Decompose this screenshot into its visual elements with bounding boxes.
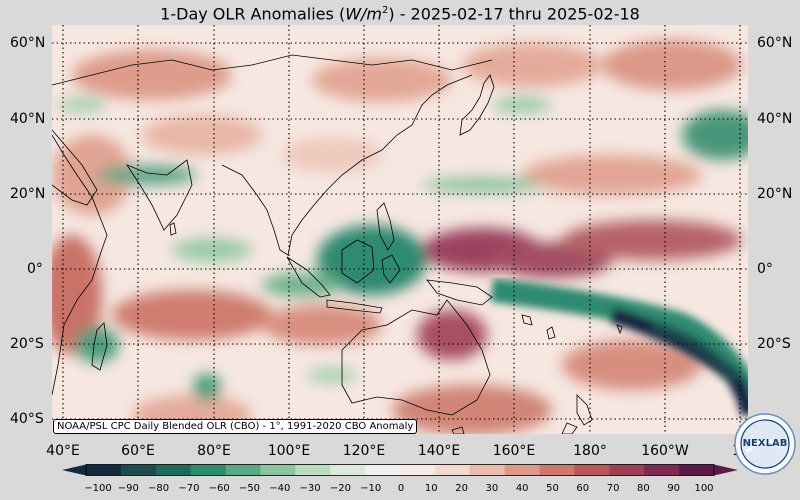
title-suffix: ) - 2025-02-17 thru 2025-02-18 — [388, 4, 640, 24]
colorbar-tick-label: −20 — [329, 483, 351, 494]
colorbar-cell — [644, 464, 680, 476]
lon-label-60e: 60°E — [121, 443, 155, 459]
lat-label-left-60n: 60°N — [10, 35, 46, 51]
colorbar-tick-label: −70 — [178, 483, 200, 494]
colorbar-cell — [539, 464, 575, 476]
colorbar-cell — [295, 464, 331, 476]
colorbar — [62, 464, 738, 476]
coastlines — [52, 54, 623, 434]
lon-label-180: 180° — [573, 443, 607, 459]
colorbar-tick-label: −100 — [84, 483, 112, 494]
lat-label-left-20n: 20°N — [10, 186, 46, 202]
lon-label-40e: 40°E — [46, 443, 80, 459]
lat-label-right-40n: 40°N — [757, 111, 793, 127]
olr-anomaly-map — [52, 25, 748, 434]
colorbar-cell — [120, 464, 157, 476]
colorbar-tick-label: −10 — [360, 483, 382, 494]
colorbar-tick-label: −30 — [299, 483, 321, 494]
lat-label-right-20s: 20°S — [757, 336, 791, 352]
colorbar-tick-label: 100 — [694, 483, 714, 494]
lon-label-160w: 160°W — [641, 443, 689, 459]
colorbar-tick-label: 80 — [637, 483, 650, 494]
logo-text: NEXLAB — [743, 438, 788, 449]
colorbar-cell — [330, 464, 366, 476]
data-source-credit: NOAA/PSL CPC Daily Blended OLR (CBO) - 1… — [53, 419, 418, 434]
lon-label-120e: 120°E — [342, 443, 386, 459]
lon-label-160e: 160°E — [492, 443, 536, 459]
lat-label-right-eq: 0° — [757, 261, 773, 277]
lat-label-left-40s: 40°S — [10, 411, 44, 427]
map-title: 1-Day OLR Anomalies (W/m2) - 2025-02-17 … — [0, 0, 800, 25]
colorbar-tick-label: −90 — [117, 483, 139, 494]
colorbar-cell — [469, 464, 506, 476]
colorbar-tick-label: 90 — [667, 483, 681, 494]
title-unit-exponent: 2 — [381, 5, 389, 16]
colorbar-tick-label: −80 — [148, 483, 170, 494]
colorbar-cell — [434, 464, 471, 476]
colorbar-cell — [225, 464, 261, 476]
colorbar-tick-label: 60 — [576, 483, 590, 494]
nexlab-logo-icon: NEXLAB — [734, 413, 796, 475]
colorbar-tick-label: 30 — [485, 483, 499, 494]
colorbar-tick-label: 40 — [515, 483, 529, 494]
colorbar-cell — [260, 464, 296, 476]
lat-label-left-40n: 40°N — [10, 111, 46, 127]
colorbar-cell — [679, 464, 715, 476]
lon-label-100e: 100°E — [267, 443, 311, 459]
colorbar-cell — [190, 464, 227, 476]
anomaly-field — [52, 40, 748, 434]
lat-label-right-60n: 60°N — [757, 35, 793, 51]
colorbar-tick-label: 10 — [424, 483, 438, 494]
colorbar-tick-label: 70 — [606, 483, 620, 494]
colorbar-tick-label: 20 — [455, 483, 468, 494]
colorbar-cell — [86, 464, 122, 476]
colorbar-tick-label: −60 — [208, 483, 230, 494]
colorbar-cell — [574, 464, 610, 476]
lon-label-140e: 140°E — [417, 443, 461, 459]
lat-label-left-eq: 0° — [27, 261, 43, 277]
colorbar-cell — [155, 464, 192, 476]
lat-label-left-20s: 20°S — [10, 336, 44, 352]
colorbar-cell — [504, 464, 541, 476]
colorbar-cell — [400, 464, 436, 476]
colorbar-tick-label: 50 — [546, 483, 559, 494]
colorbar-tick-label: −40 — [269, 483, 291, 494]
lon-label-80e: 80°E — [197, 443, 231, 459]
colorbar-cell — [365, 464, 401, 476]
lat-label-right-20n: 20°N — [757, 186, 793, 202]
spcz-band — [490, 278, 748, 416]
colorbar-cell — [609, 464, 645, 476]
title-unit: W/m — [345, 4, 382, 24]
colorbar-tick-label: 0 — [397, 483, 405, 494]
title-prefix: 1-Day OLR Anomalies ( — [160, 4, 346, 24]
colorbar-tick-label: −50 — [238, 483, 261, 494]
